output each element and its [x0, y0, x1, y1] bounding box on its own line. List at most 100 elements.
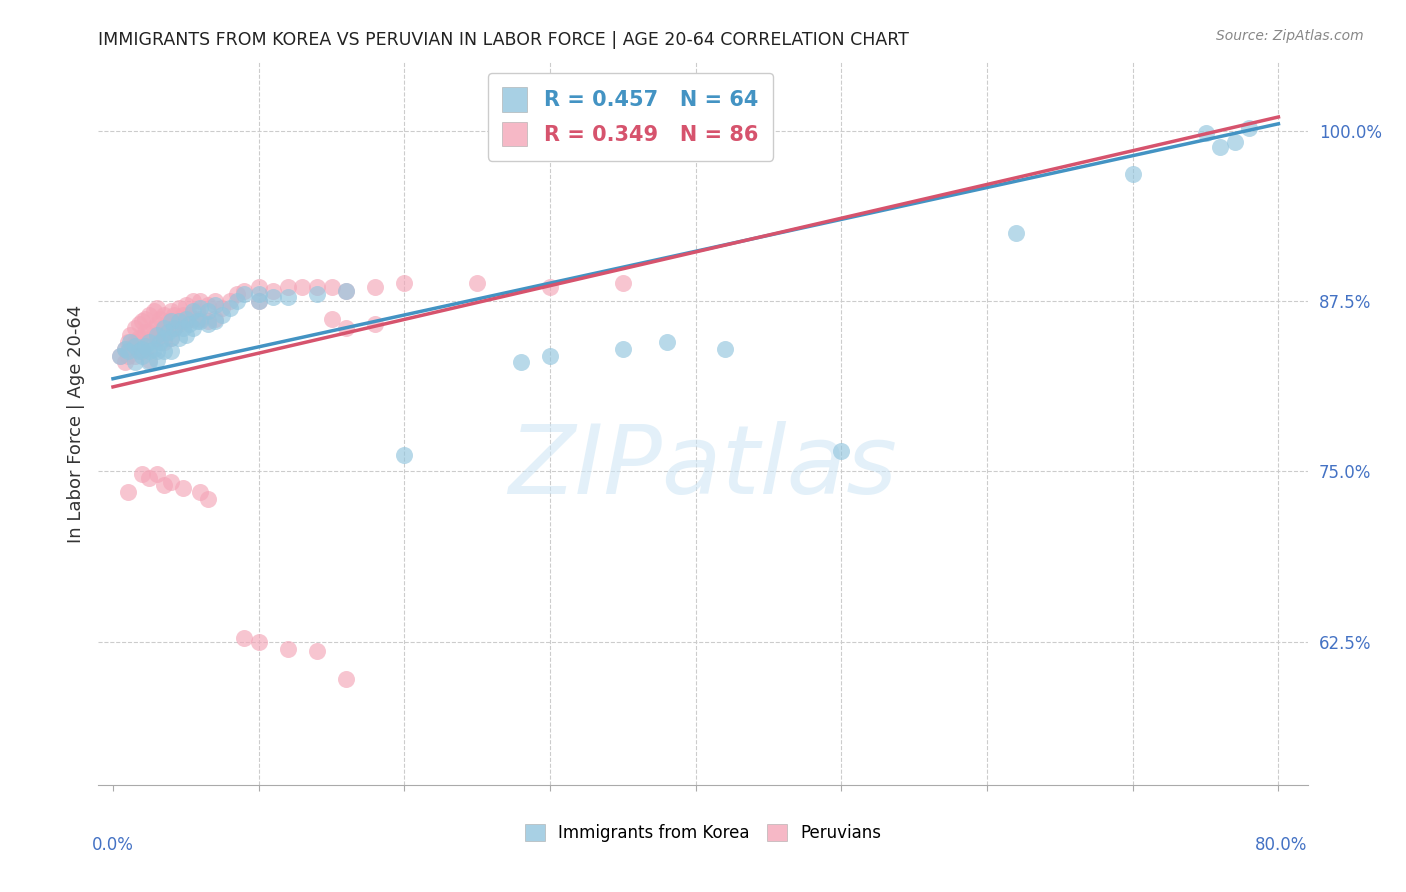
Point — [394, 448, 416, 462]
Point — [233, 631, 256, 645]
Point — [181, 321, 204, 335]
Point — [157, 326, 180, 340]
Point — [305, 280, 328, 294]
Point — [277, 280, 299, 294]
Point — [181, 303, 204, 318]
Point — [197, 317, 219, 331]
Point — [262, 290, 284, 304]
Point — [153, 331, 176, 345]
Point — [138, 326, 160, 340]
Point — [174, 328, 197, 343]
Point — [197, 298, 219, 312]
Point — [509, 355, 531, 369]
Point — [364, 280, 387, 294]
Point — [538, 280, 561, 294]
Point — [1209, 140, 1232, 154]
Point — [197, 303, 219, 318]
Point — [335, 321, 357, 335]
Text: 80.0%: 80.0% — [1256, 836, 1308, 854]
Point — [138, 352, 160, 367]
Point — [163, 321, 186, 335]
Point — [291, 280, 314, 294]
Point — [114, 355, 136, 369]
Point — [335, 285, 357, 299]
Point — [174, 311, 197, 326]
Point — [145, 331, 167, 345]
Point — [177, 317, 200, 331]
Point — [172, 481, 194, 495]
Point — [160, 344, 183, 359]
Point — [167, 317, 190, 331]
Point — [149, 334, 172, 349]
Point — [197, 491, 219, 506]
Point — [134, 339, 156, 353]
Point — [160, 331, 183, 345]
Text: IMMIGRANTS FROM KOREA VS PERUVIAN IN LABOR FORCE | AGE 20-64 CORRELATION CHART: IMMIGRANTS FROM KOREA VS PERUVIAN IN LAB… — [98, 31, 910, 49]
Point — [233, 285, 256, 299]
Point — [190, 311, 212, 326]
Point — [190, 293, 212, 308]
Point — [830, 444, 852, 458]
Point — [153, 321, 176, 335]
Point — [138, 339, 160, 353]
Point — [218, 301, 240, 315]
Point — [110, 349, 132, 363]
Point — [167, 314, 190, 328]
Point — [172, 308, 194, 322]
Point — [1239, 120, 1261, 135]
Point — [153, 321, 176, 335]
Point — [364, 317, 387, 331]
Point — [134, 326, 156, 340]
Point — [134, 311, 156, 326]
Text: 0.0%: 0.0% — [93, 836, 134, 854]
Point — [124, 321, 146, 335]
Point — [153, 478, 176, 492]
Point — [138, 344, 160, 359]
Point — [211, 301, 233, 315]
Point — [131, 344, 153, 359]
Point — [124, 349, 146, 363]
Point — [163, 308, 186, 322]
Point — [149, 311, 172, 326]
Point — [114, 342, 136, 356]
Point — [153, 344, 176, 359]
Point — [157, 314, 180, 328]
Point — [124, 355, 146, 369]
Point — [128, 317, 150, 331]
Point — [117, 334, 139, 349]
Point — [177, 308, 200, 322]
Point — [117, 484, 139, 499]
Text: Source: ZipAtlas.com: Source: ZipAtlas.com — [1216, 29, 1364, 43]
Point — [131, 331, 153, 345]
Point — [142, 342, 165, 356]
Text: ZIPatlas: ZIPatlas — [509, 420, 897, 514]
Point — [128, 331, 150, 345]
Point — [714, 342, 737, 356]
Point — [117, 344, 139, 359]
Point — [138, 355, 160, 369]
Point — [1122, 167, 1144, 181]
Point — [218, 293, 240, 308]
Point — [233, 287, 256, 301]
Point — [247, 287, 270, 301]
Point — [262, 285, 284, 299]
Point — [120, 328, 142, 343]
Point — [174, 314, 197, 328]
Point — [247, 293, 270, 308]
Point — [124, 339, 146, 353]
Point — [167, 301, 190, 315]
Point — [204, 311, 226, 326]
Point — [167, 331, 190, 345]
Point — [120, 342, 142, 356]
Point — [247, 280, 270, 294]
Point — [120, 334, 142, 349]
Point — [321, 280, 343, 294]
Point — [153, 334, 176, 349]
Point — [335, 285, 357, 299]
Point — [538, 349, 561, 363]
Point — [204, 314, 226, 328]
Point — [153, 308, 176, 322]
Point — [277, 641, 299, 656]
Point — [160, 303, 183, 318]
Point — [163, 321, 186, 335]
